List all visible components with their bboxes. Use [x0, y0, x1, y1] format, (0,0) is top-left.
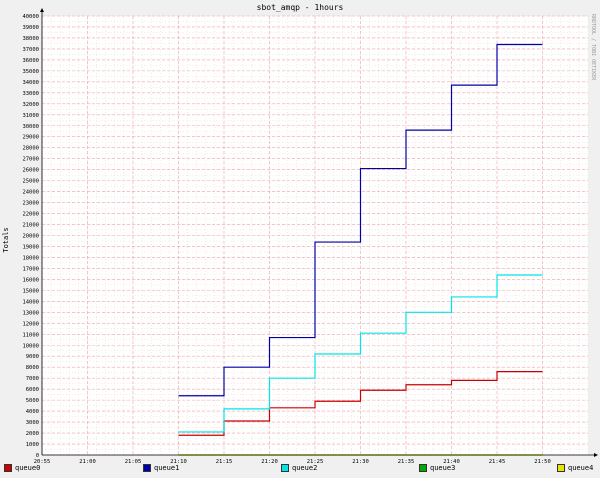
- rrdtool-credit: RRDTOOL / TOBI OETIKER: [590, 14, 596, 81]
- x-tick-label: 21:35: [398, 459, 415, 465]
- y-tick-label: 12000: [22, 321, 39, 327]
- x-tick-labels: 20:55 21:00 21:05 21:10 21:15 21:20 21:25 21:30…: [34, 459, 551, 465]
- x-tick-label: 21:20: [261, 459, 278, 465]
- y-tick-label: 26000: [22, 168, 39, 174]
- y-tick-label: 14000: [22, 299, 39, 305]
- y-tick-label: 29000: [22, 135, 39, 141]
- y-tick-label: 2000: [26, 431, 39, 437]
- y-tick-label: 34000: [22, 80, 39, 86]
- y-tick-label: 19000: [22, 244, 39, 250]
- x-axis-arrow: [594, 453, 598, 457]
- axes: [40, 8, 598, 457]
- y-tick-label: 24000: [22, 190, 39, 196]
- legend: queue0 queue1 queue2 queue3 queue4: [0, 462, 600, 476]
- y-tick-label: 7000: [26, 376, 39, 382]
- y-tick-label: 39000: [22, 25, 39, 31]
- legend-swatch: [419, 464, 427, 472]
- legend-label: queue1: [154, 464, 180, 472]
- y-tick-label: 36000: [22, 58, 39, 64]
- y-tick-label: 40000: [22, 14, 39, 20]
- legend-item-queue3: queue3: [419, 462, 455, 474]
- y-tick-label: 22000: [22, 212, 39, 218]
- y-tick-label: 35000: [22, 69, 39, 75]
- y-tick-label: 25000: [22, 179, 39, 185]
- legend-swatch: [281, 464, 289, 472]
- y-tick-label: 17000: [22, 266, 39, 272]
- y-tick-label: 32000: [22, 102, 39, 108]
- y-tick-label: 33000: [22, 91, 39, 97]
- y-tick-label: 20000: [22, 234, 39, 240]
- legend-label: queue2: [292, 464, 318, 472]
- series-line-queue2: [178, 274, 543, 433]
- x-tick-label: 21:45: [489, 459, 506, 465]
- y-tick-label: 37000: [22, 47, 39, 53]
- y-tick-label: 18000: [22, 255, 39, 261]
- y-tick-label: 13000: [22, 310, 39, 316]
- x-tick-label: 21:00: [79, 459, 96, 465]
- legend-swatch: [143, 464, 151, 472]
- y-tick-label: 16000: [22, 277, 39, 283]
- y-tick-label: 15000: [22, 288, 39, 294]
- y-tick-label: 31000: [22, 113, 39, 119]
- y-tick-label: 27000: [22, 157, 39, 163]
- y-tick-label: 6000: [26, 387, 39, 393]
- y-tick-label: 23000: [22, 201, 39, 207]
- y-tick-label: 11000: [22, 332, 39, 338]
- y-tick-label: 4000: [26, 409, 39, 415]
- y-tick-label: 9000: [26, 354, 39, 360]
- y-tick-label: 5000: [26, 398, 39, 404]
- legend-item-queue2: queue2: [281, 462, 317, 474]
- x-tick-label: 21:50: [534, 459, 551, 465]
- y-tick-labels: 0 1000 2000 3000 4000 5000 6000 7000 8000 9000 100…: [22, 14, 39, 459]
- legend-swatch: [4, 464, 12, 472]
- y-tick-label: 21000: [22, 223, 39, 229]
- legend-item-queue4: queue4: [557, 462, 593, 474]
- y-tick-label: 30000: [22, 124, 39, 130]
- legend-item-queue0: queue0: [4, 462, 40, 474]
- chart-title: sbot_amqp - 1hours: [257, 3, 344, 12]
- x-tick-label: 21:05: [125, 459, 142, 465]
- x-tick-label: 21:15: [216, 459, 233, 465]
- y-tick-label: 38000: [22, 36, 39, 42]
- y-tick-label: 0: [36, 453, 39, 459]
- x-tick-label: 21:30: [352, 459, 369, 465]
- y-tick-label: 28000: [22, 146, 39, 152]
- x-tick-label: 21:25: [307, 459, 324, 465]
- x-tick-label: 21:40: [443, 459, 460, 465]
- y-tick-label: 3000: [26, 420, 39, 426]
- legend-label: queue0: [15, 464, 41, 472]
- legend-label: queue4: [568, 464, 594, 472]
- x-tick-label: 21:10: [170, 459, 187, 465]
- y-tick-label: 10000: [22, 343, 39, 349]
- y-axis-arrow: [40, 8, 44, 12]
- series-line-queue0: [178, 370, 543, 436]
- legend-item-queue1: queue1: [143, 462, 179, 474]
- y-tick-label: 8000: [26, 365, 39, 371]
- legend-swatch: [557, 464, 565, 472]
- y-tick-label: 1000: [26, 442, 39, 448]
- y-axis-label: Totals: [2, 227, 10, 252]
- series-line-queue1: [178, 43, 543, 397]
- x-tick-label: 20:55: [34, 459, 51, 465]
- legend-label: queue3: [430, 464, 456, 472]
